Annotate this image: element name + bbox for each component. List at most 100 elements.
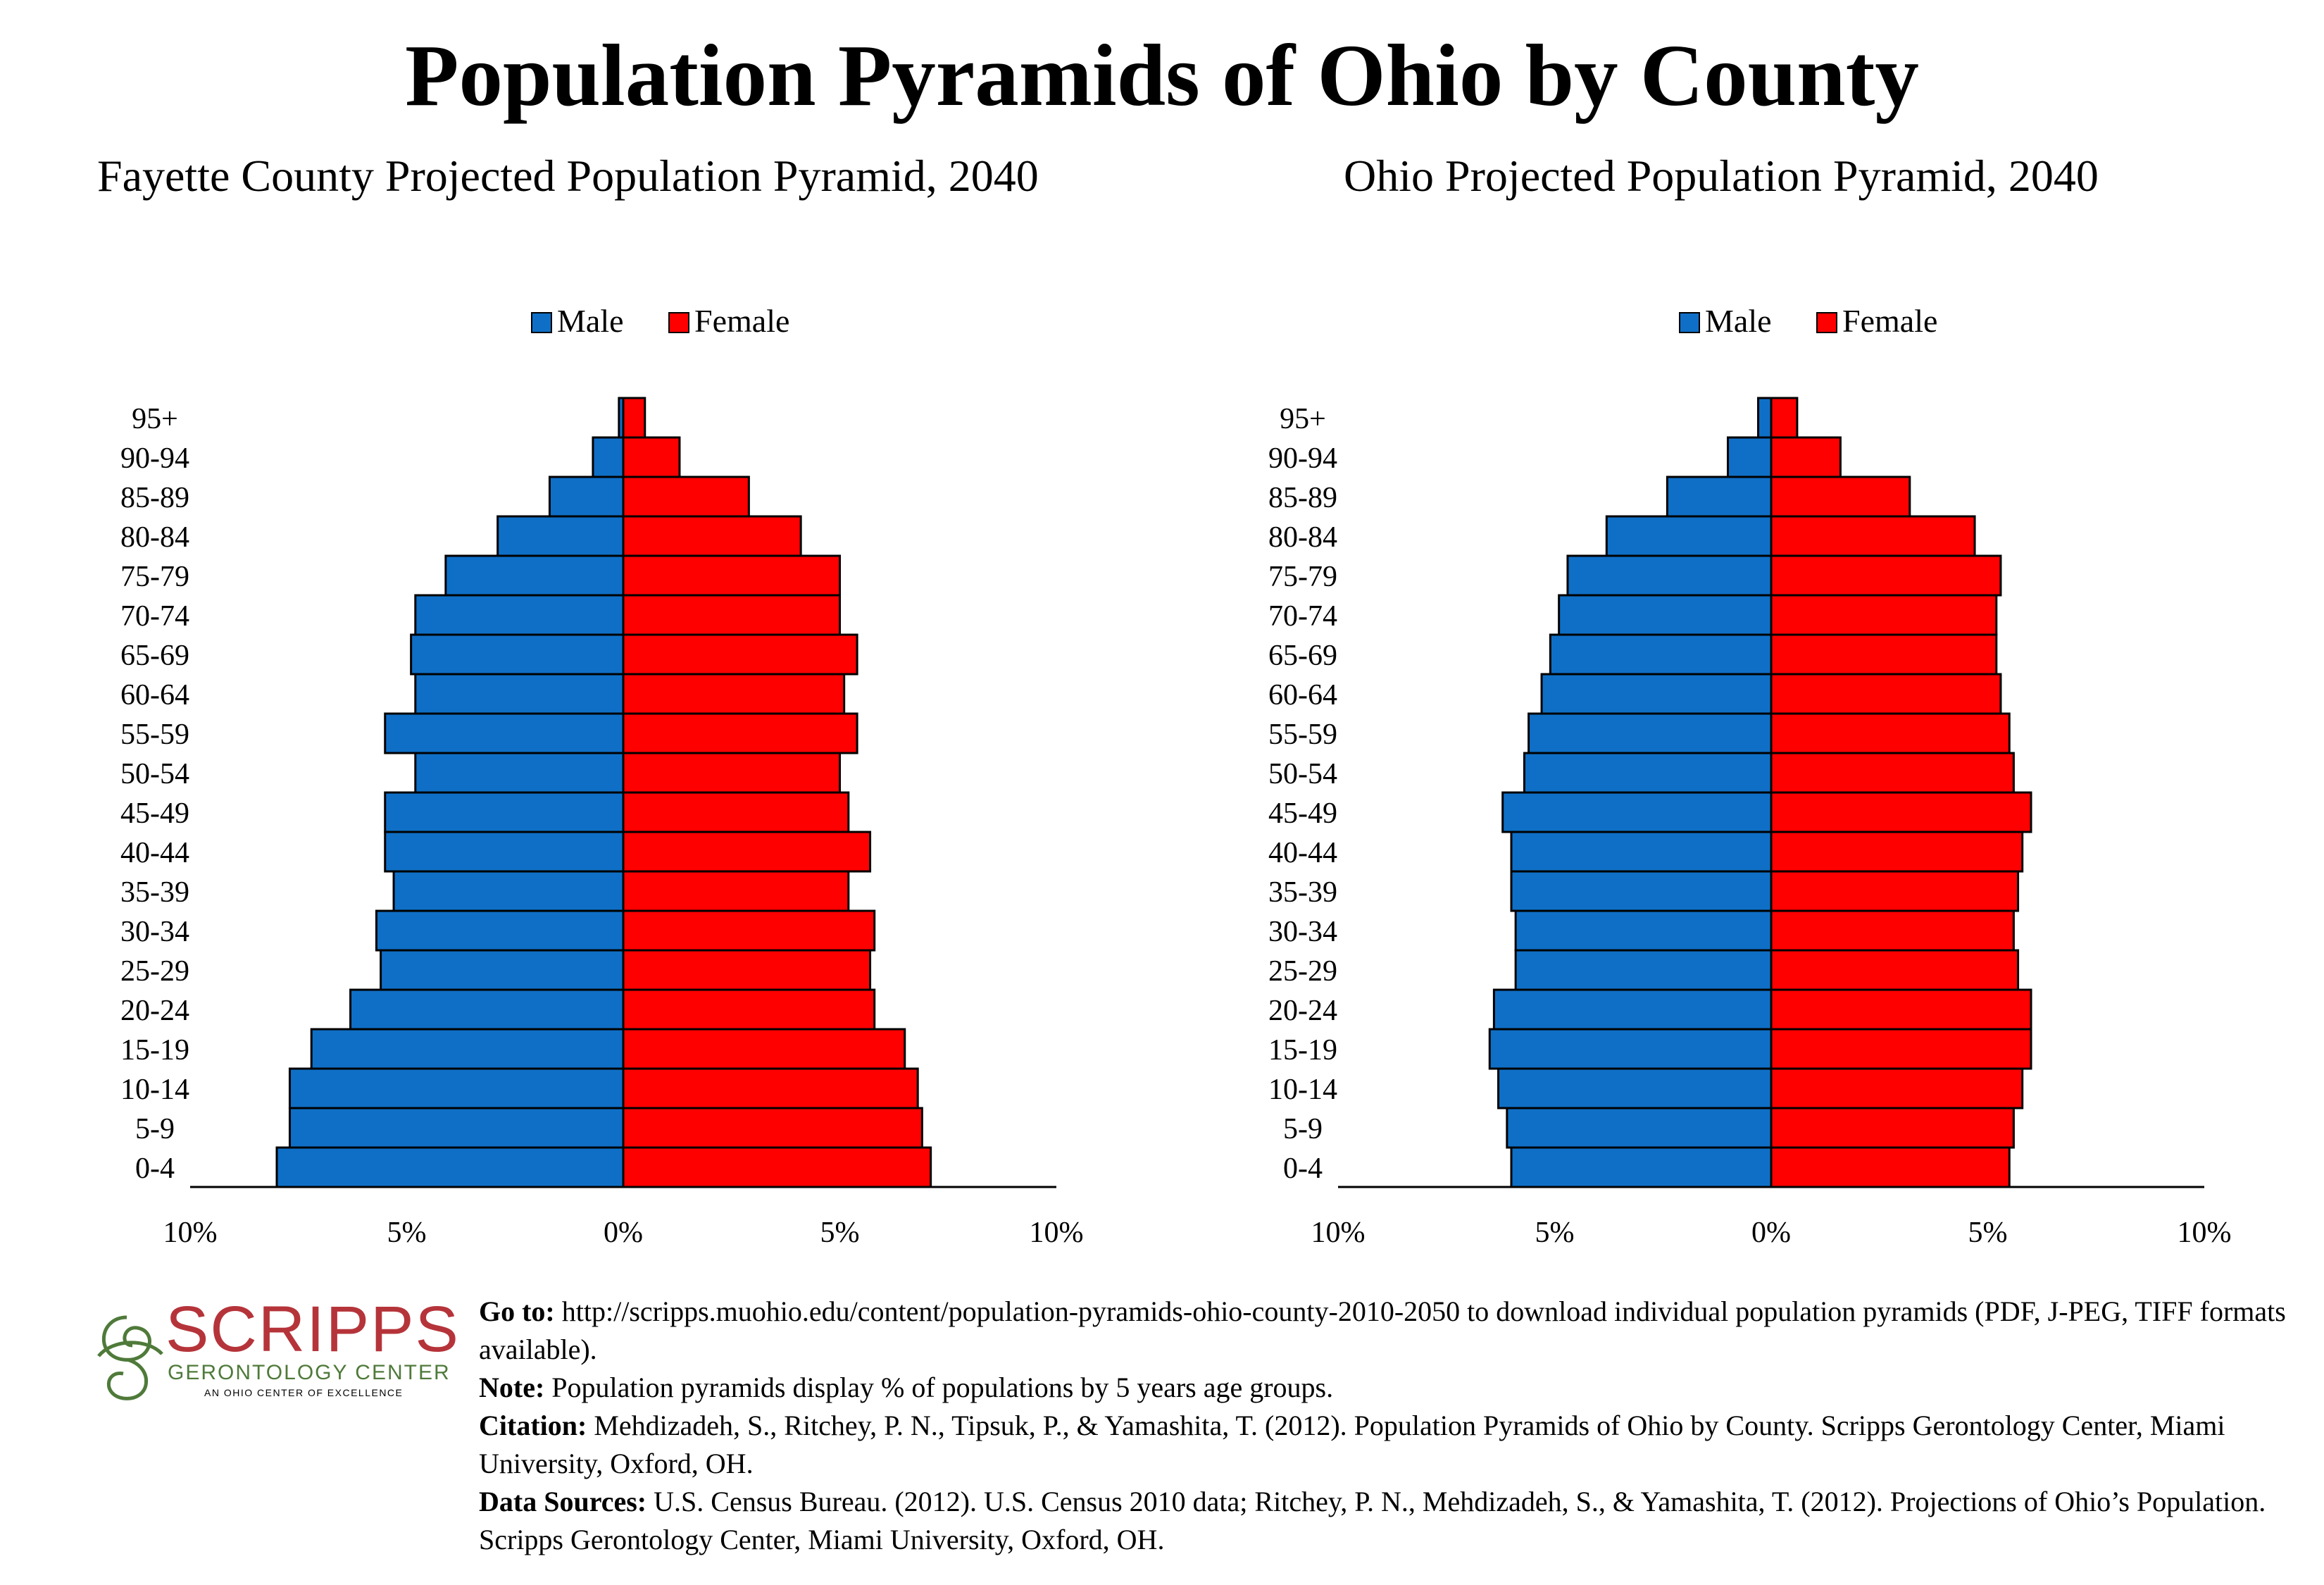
age-label-70-74: 70-74 [120,600,189,633]
age-label-5-9: 5-9 [1283,1113,1323,1145]
bar-female-65-69 [622,633,858,676]
logo-name: SCRIPPS [165,1293,460,1365]
bar-male-20-24 [1492,988,1773,1031]
age-label-15-19: 15-19 [1268,1034,1337,1067]
scripps-logo: SCRIPPS GERONTOLOGY CENTER AN OHIO CENTE… [97,1293,460,1400]
bar-female-60-64 [1770,673,2002,715]
bar-male-85-89 [1666,476,1773,518]
x-tick-label: 10% [1030,1217,1084,1249]
bar-male-10-14 [1497,1067,1773,1110]
footer-citation: Citation: Mehdizadeh, S., Ritchey, P. N.… [479,1410,2225,1479]
age-label-90-94: 90-94 [1268,442,1337,475]
age-label-85-89: 85-89 [1268,482,1337,514]
age-label-55-59: 55-59 [1268,719,1337,751]
bar-male-5-9 [1506,1107,1773,1149]
bar-male-65-69 [1549,633,1773,676]
bar-male-35-39 [392,870,625,912]
age-label-40-44: 40-44 [1268,837,1337,869]
bar-male-65-69 [410,633,625,676]
bar-male-25-29 [1514,949,1773,991]
bar-male-20-24 [349,988,625,1031]
bar-female-60-64 [622,673,846,715]
bar-male-0-4 [275,1146,625,1188]
bar-female-75-79 [1770,554,2002,597]
bar-male-70-74 [1558,594,1773,636]
bar-female-95+ [1770,397,1799,439]
bar-female-5-9 [622,1107,923,1149]
bar-female-55-59 [1770,712,2011,754]
bar-male-60-64 [414,673,625,715]
bar-female-55-59 [622,712,858,754]
bar-female-95+ [622,397,646,439]
bar-female-15-19 [622,1028,906,1070]
bar-female-70-74 [622,594,841,636]
age-label-60-64: 60-64 [1268,679,1337,711]
age-label-20-24: 20-24 [1268,995,1337,1027]
x-tick-label: 0% [1751,1217,1791,1249]
legend: Male Female [531,303,789,339]
bar-male-30-34 [375,909,625,952]
pyramid-chart-fayette: Male Female 0-4 5-9 10-14 15-19 20-24 25-29 30-3… [120,303,1084,1249]
legend-female-swatch [668,312,689,333]
legend-female-label: Female [694,303,789,339]
x-tick-label: 10% [163,1217,218,1249]
bar-male-15-19 [310,1028,625,1070]
age-label-90-94: 90-94 [120,442,189,475]
bar-male-80-84 [1605,515,1773,557]
age-label-0-4: 0-4 [135,1152,175,1185]
bar-female-80-84 [1770,515,1976,557]
legend-male-label: Male [557,303,624,339]
bar-female-20-24 [622,988,876,1031]
bar-male-75-79 [444,554,625,597]
bar-female-40-44 [1770,831,2024,873]
bar-male-60-64 [1540,673,1773,715]
age-label-30-34: 30-34 [120,916,189,948]
age-label-25-29: 25-29 [120,955,189,988]
legend: Male Female [1679,303,1937,339]
age-label-95+: 95+ [132,403,178,435]
age-label-65-69: 65-69 [1268,640,1337,672]
age-label-60-64: 60-64 [120,679,189,711]
bar-female-30-34 [1770,909,2015,952]
age-label-5-9: 5-9 [135,1113,175,1145]
bar-male-45-49 [384,791,625,833]
bar-female-65-69 [1770,633,1998,676]
bar-male-30-34 [1514,909,1773,952]
bar-female-10-14 [622,1067,919,1110]
bar-male-90-94 [592,436,625,478]
age-label-45-49: 45-49 [1268,797,1337,830]
bar-female-35-39 [622,870,850,912]
bar-male-55-59 [1528,712,1773,754]
bar-female-10-14 [1770,1067,2024,1110]
legend-female-label: Female [1842,303,1937,339]
bar-female-5-9 [1770,1107,2015,1149]
footer-notes: Go to: http://scripps.muohio.edu/content… [479,1293,2310,1559]
bar-female-50-54 [622,752,841,794]
age-label-40-44: 40-44 [120,837,189,869]
bar-male-40-44 [384,831,625,873]
age-label-55-59: 55-59 [120,719,189,751]
bar-male-55-59 [384,712,625,754]
bar-female-80-84 [622,515,802,557]
x-tick-label: 0% [604,1217,643,1249]
age-label-85-89: 85-89 [120,482,189,514]
age-label-15-19: 15-19 [120,1034,189,1067]
age-label-65-69: 65-69 [120,640,189,672]
bar-female-0-4 [622,1146,932,1188]
age-label-35-39: 35-39 [120,876,189,909]
bar-female-85-89 [1770,476,1911,518]
bar-male-25-29 [380,949,625,991]
footer-goto-link[interactable]: http://scripps.muohio.edu/content/popula… [479,1295,2286,1365]
bar-female-90-94 [1770,436,1842,478]
bar-male-40-44 [1510,831,1773,873]
page-title: Population Pyramids of Ohio by County [405,27,1919,125]
bar-male-90-94 [1727,436,1773,478]
bar-female-25-29 [1770,949,2020,991]
bar-female-0-4 [1770,1146,2011,1188]
bar-female-90-94 [622,436,681,478]
bar-male-35-39 [1510,870,1773,912]
age-label-45-49: 45-49 [120,797,189,830]
chart-title-ohio: Ohio Projected Population Pyramid, 2040 [1344,151,2099,201]
bar-female-45-49 [1770,791,2032,833]
age-label-10-14: 10-14 [120,1074,189,1106]
